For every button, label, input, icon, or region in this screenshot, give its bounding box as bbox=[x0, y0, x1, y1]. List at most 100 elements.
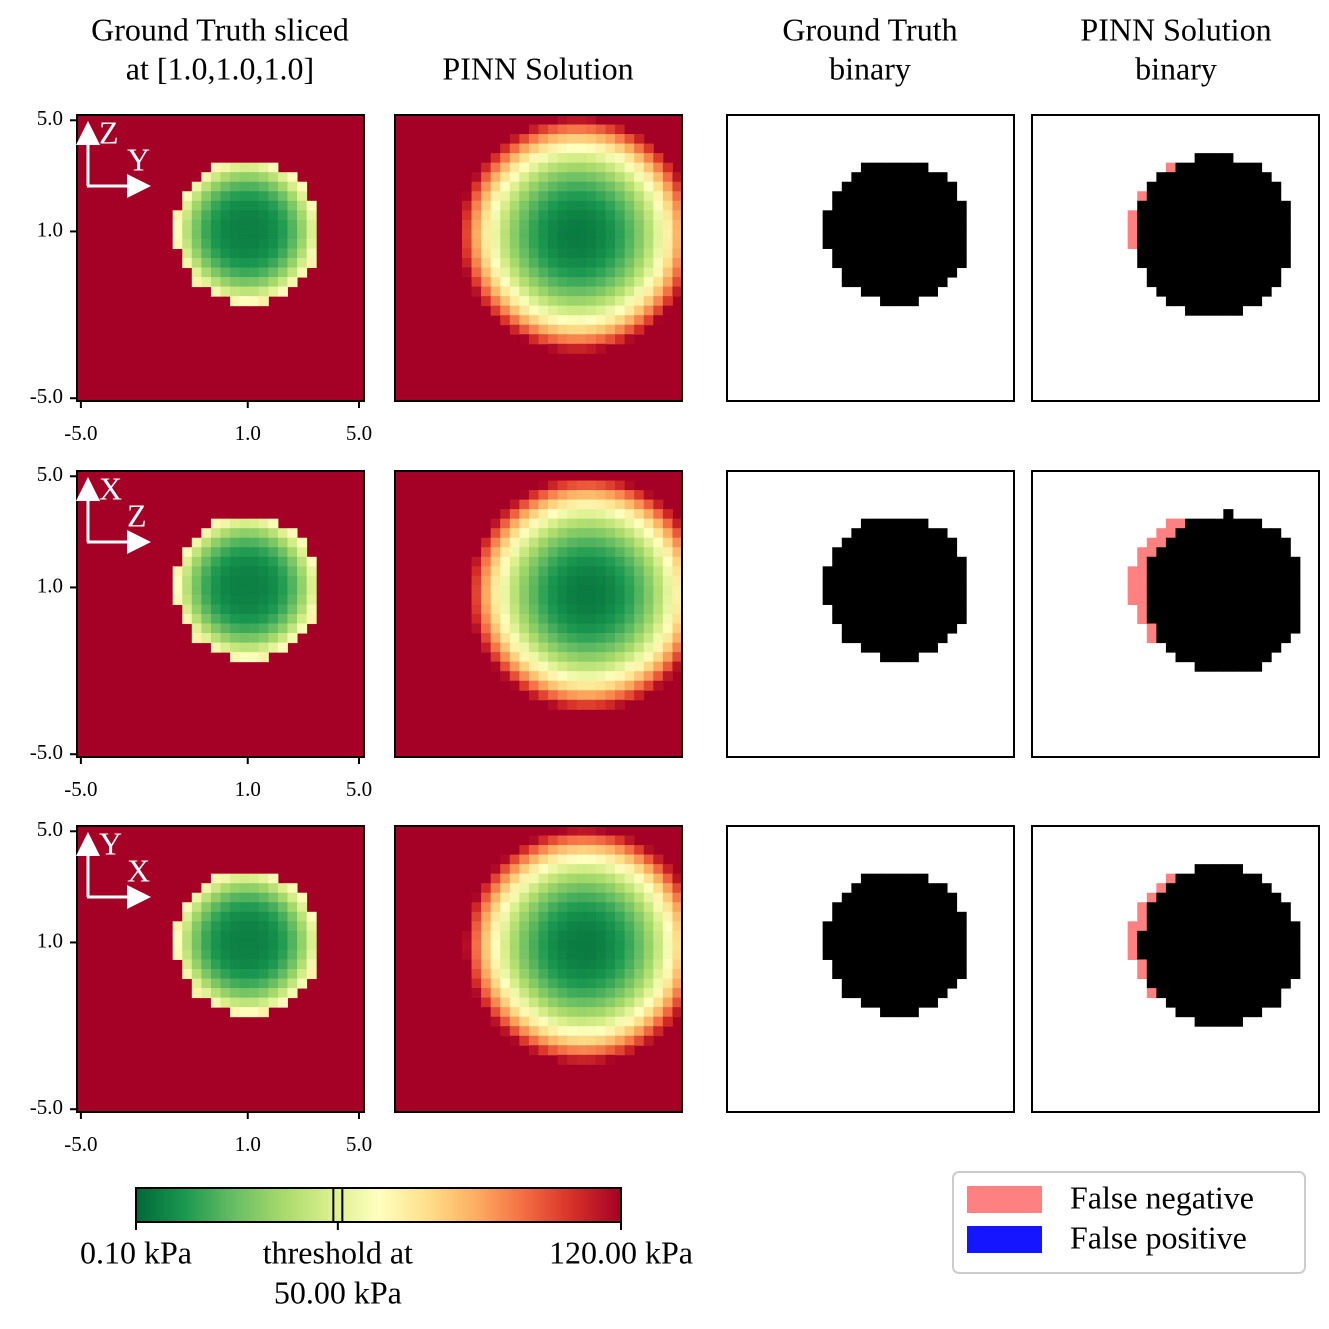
heatmap-cell bbox=[490, 248, 501, 259]
heatmap-cell bbox=[220, 219, 231, 230]
heatmap-cell bbox=[548, 949, 559, 960]
binary-cell bbox=[918, 286, 929, 297]
heatmap-cell bbox=[500, 671, 511, 682]
heatmap-cell bbox=[306, 949, 317, 960]
binary-cell bbox=[1127, 949, 1138, 960]
heatmap-cell bbox=[490, 1007, 501, 1018]
binary-cell bbox=[1213, 258, 1224, 269]
binary-cell bbox=[880, 162, 891, 173]
heatmap-cell bbox=[605, 556, 616, 567]
heatmap-cell bbox=[643, 191, 654, 202]
binary-cell bbox=[841, 575, 852, 586]
binary-cell bbox=[908, 959, 919, 970]
binary-cell bbox=[860, 248, 871, 259]
heatmap-cell bbox=[653, 518, 664, 529]
heatmap-cell bbox=[672, 172, 683, 183]
heatmap-cell bbox=[595, 518, 606, 529]
binary-cell bbox=[937, 892, 948, 903]
heatmap-cell bbox=[548, 1026, 559, 1037]
heatmap-cell bbox=[653, 305, 664, 316]
binary-cell bbox=[918, 921, 929, 932]
binary-cell bbox=[1271, 642, 1282, 653]
heatmap-cell bbox=[557, 191, 568, 202]
binary-cell bbox=[841, 969, 852, 980]
binary-cell bbox=[851, 566, 862, 577]
heatmap-cell bbox=[605, 892, 616, 903]
heatmap-cell bbox=[634, 930, 645, 941]
heatmap-cell bbox=[615, 528, 626, 539]
binary-cell bbox=[927, 930, 938, 941]
heatmap-cell bbox=[258, 537, 269, 548]
heatmap-cell bbox=[220, 940, 231, 951]
heatmap-cell bbox=[576, 162, 587, 173]
heatmap-cell bbox=[230, 296, 241, 307]
binary-cell bbox=[1261, 219, 1272, 230]
binary-cell bbox=[880, 911, 891, 922]
heatmap-cell bbox=[509, 509, 520, 520]
heatmap-cell bbox=[557, 518, 568, 529]
heatmap-cell bbox=[662, 949, 673, 960]
binary-cell bbox=[889, 614, 900, 625]
heatmap-cell bbox=[191, 614, 202, 625]
binary-cell bbox=[918, 258, 929, 269]
heatmap-cell bbox=[287, 191, 298, 202]
binary-cell bbox=[927, 528, 938, 539]
heatmap-cell bbox=[586, 864, 597, 875]
heatmap-cell bbox=[557, 642, 568, 653]
colorbar-label: 50.00 kPa bbox=[274, 1274, 402, 1310]
heatmap-cell bbox=[624, 258, 635, 269]
heatmap-cell bbox=[500, 556, 511, 567]
binary-cell bbox=[851, 604, 862, 615]
heatmap-cell bbox=[306, 566, 317, 577]
heatmap-cell bbox=[538, 959, 549, 970]
heatmap-cell bbox=[249, 911, 260, 922]
heatmap-cell bbox=[557, 969, 568, 980]
heatmap-cell bbox=[249, 172, 260, 183]
binary-cell bbox=[899, 556, 910, 567]
binary-cell bbox=[1204, 172, 1215, 183]
heatmap-cell bbox=[528, 845, 539, 856]
heatmap-cell bbox=[576, 594, 587, 605]
heatmap-cell bbox=[548, 277, 559, 288]
heatmap-cell bbox=[277, 566, 288, 577]
binary-cell bbox=[851, 556, 862, 567]
heatmap-cell bbox=[605, 210, 616, 221]
binary-cell bbox=[870, 873, 881, 884]
heatmap-cell bbox=[586, 334, 597, 345]
binary-cell bbox=[937, 604, 948, 615]
binary-cell bbox=[1185, 873, 1196, 884]
binary-cell bbox=[1252, 883, 1263, 894]
binary-cell bbox=[841, 892, 852, 903]
heatmap-cell bbox=[605, 153, 616, 164]
heatmap-cell bbox=[567, 845, 578, 856]
heatmap-cell bbox=[595, 248, 606, 259]
binary-cell bbox=[1194, 219, 1205, 230]
heatmap-cell bbox=[182, 258, 193, 269]
binary-cell bbox=[1271, 191, 1282, 202]
heatmap-cell bbox=[672, 537, 683, 548]
heatmap-cell bbox=[624, 191, 635, 202]
binary-cell bbox=[841, 959, 852, 970]
heatmap-cell bbox=[182, 940, 193, 951]
binary-cell bbox=[1223, 930, 1234, 941]
binary-cell bbox=[947, 921, 958, 932]
binary-cell bbox=[832, 566, 843, 577]
heatmap-cell bbox=[490, 623, 501, 634]
heatmap-cell bbox=[634, 978, 645, 989]
binary-cell bbox=[956, 566, 967, 577]
heatmap-cell bbox=[500, 1007, 511, 1018]
binary-cell bbox=[1194, 210, 1205, 221]
binary-cell bbox=[1156, 911, 1167, 922]
heatmap-cell bbox=[567, 1007, 578, 1018]
heatmap-cell bbox=[624, 324, 635, 335]
heatmap-cell bbox=[239, 518, 250, 529]
binary-cell bbox=[1232, 902, 1243, 913]
binary-cell bbox=[1252, 258, 1263, 269]
heatmap-cell bbox=[595, 556, 606, 567]
heatmap-cell bbox=[643, 286, 654, 297]
heatmap-cell bbox=[258, 911, 269, 922]
heatmap-cell bbox=[297, 210, 308, 221]
heatmap-cell bbox=[277, 238, 288, 249]
binary-cell bbox=[1223, 614, 1234, 625]
heatmap-cell bbox=[653, 652, 664, 663]
